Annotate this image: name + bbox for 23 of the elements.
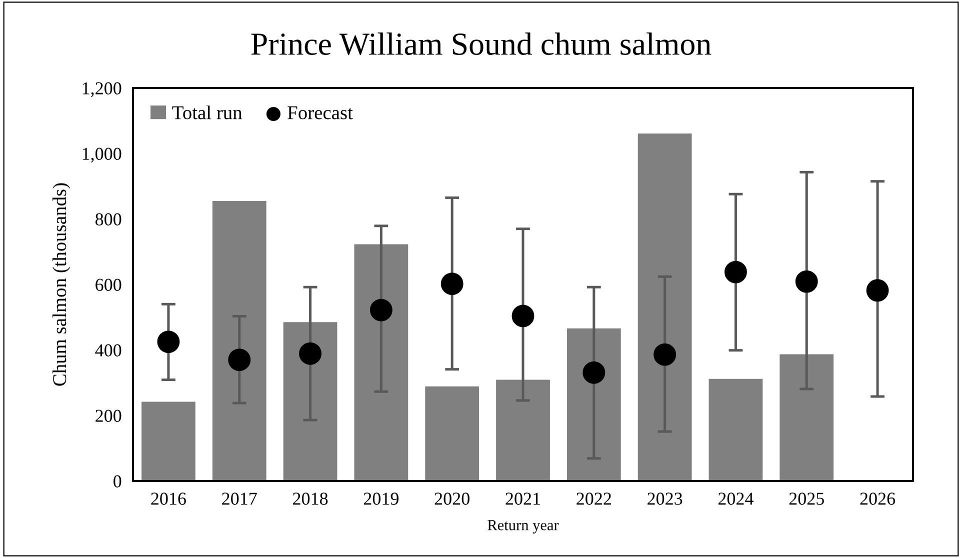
- x-tick-label: 2018: [293, 492, 328, 505]
- x-tick-label: 2024: [718, 492, 754, 505]
- x-tick-label: 2026: [860, 492, 896, 505]
- y-axis-title: Chum salmon (thousands): [52, 183, 70, 386]
- y-tick-label: 0: [114, 475, 122, 488]
- x-tick-label: 2017: [222, 492, 257, 505]
- y-tick-label: 800: [95, 213, 122, 226]
- y-tick-label: 1,200: [82, 82, 122, 98]
- y-tick-label: 1,000: [82, 148, 122, 163]
- chart-title: Prince William Sound chum salmon: [251, 32, 712, 56]
- y-tick-label: 200: [96, 410, 122, 422]
- legend-label: Forecast: [288, 106, 353, 120]
- y-tick-label: 400: [95, 344, 122, 356]
- x-tick-label: 2016: [151, 492, 186, 505]
- x-tick-label: 2021: [506, 492, 540, 505]
- y-tick-label: 600: [96, 278, 122, 291]
- x-tick-label: 2023: [648, 492, 682, 505]
- legend-label: Total run: [172, 106, 242, 120]
- x-tick-label: 2020: [434, 492, 470, 505]
- x-tick-label: 2025: [789, 492, 824, 505]
- x-axis-title: Return year: [488, 520, 559, 534]
- x-tick-label: 2019: [364, 492, 398, 505]
- x-tick-label: 2022: [576, 492, 611, 505]
